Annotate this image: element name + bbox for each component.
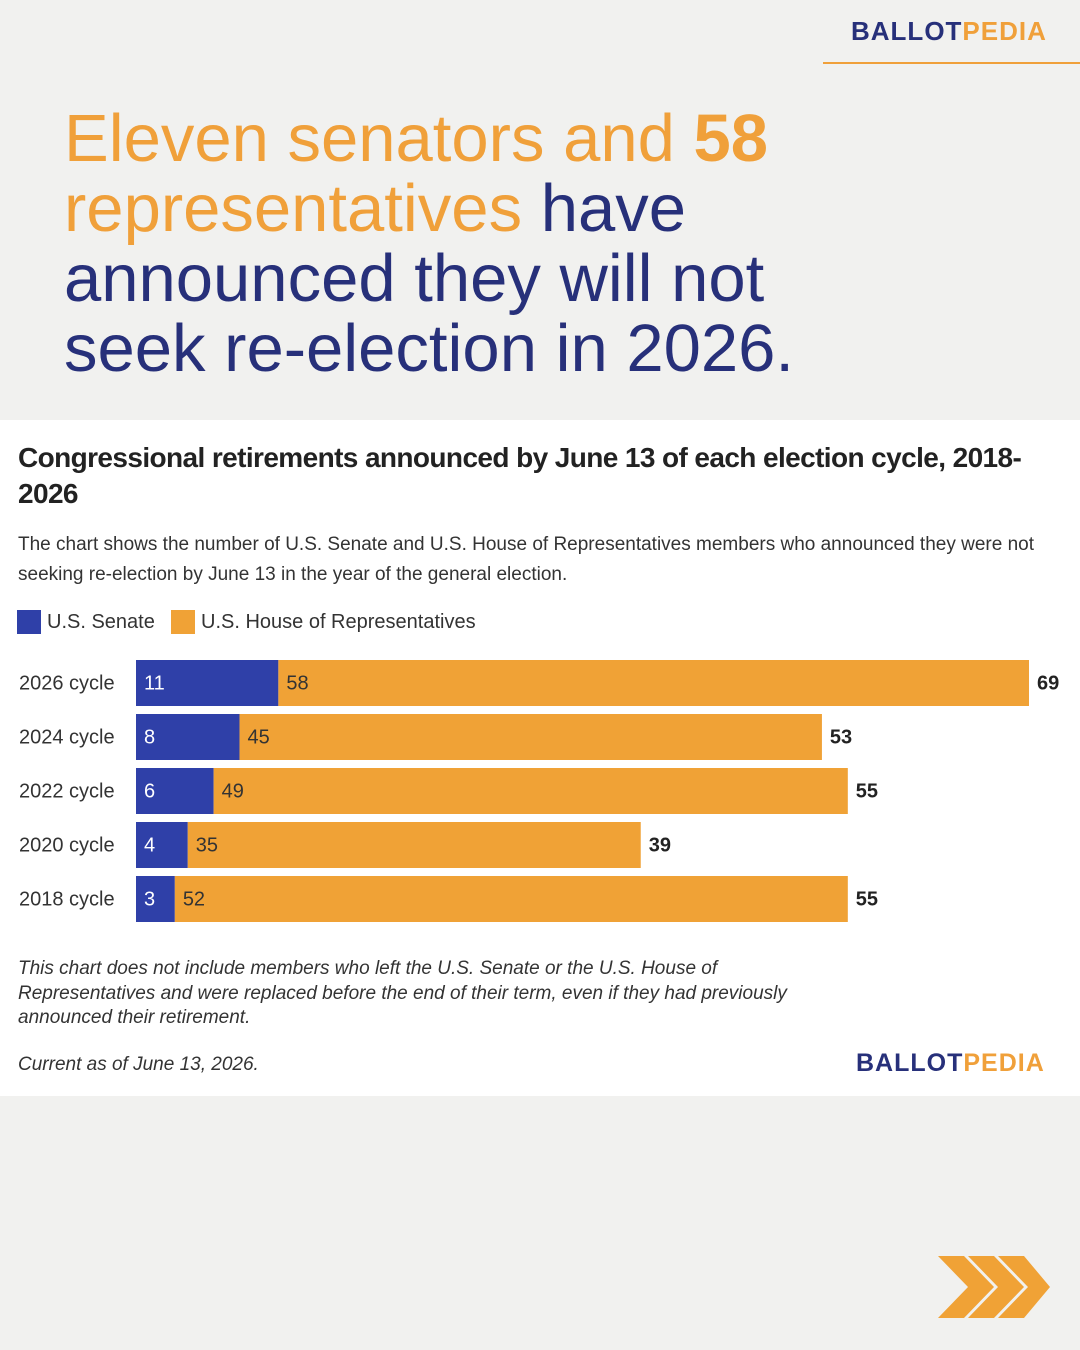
value-label: 3 [144,888,155,910]
legend-label: U.S. House of Representatives [201,610,476,633]
bar-segment [136,876,175,922]
value-label: 35 [196,834,218,856]
legend-label: U.S. Senate [47,610,155,633]
bar-segment [174,876,848,922]
chevrons [938,1256,1050,1318]
total-label: 55 [856,780,878,802]
logo-rule [823,62,1080,64]
headline: Eleven senators and 58 representatives h… [64,104,924,384]
legend-swatch [17,610,41,634]
bar-segment [136,660,279,706]
headline-part: Eleven senators and [64,101,675,176]
value-label: 8 [144,726,155,748]
total-label: 55 [856,888,878,910]
legend-swatch [171,610,195,634]
bar-segment [239,714,822,760]
category-label: 2018 cycle [19,888,115,910]
headline-number: 58 [693,101,769,176]
value-label: 52 [183,888,205,910]
legend-item: U.S. Senate [17,610,155,634]
logo-ballot: BALLOT [851,16,963,46]
total-label: 53 [830,726,852,748]
category-label: 2022 cycle [19,780,115,802]
value-label: 49 [222,780,244,802]
total-label: 39 [649,834,671,856]
logo-pedia: PEDIA [962,16,1047,46]
bar-segment [213,768,848,814]
headline-part: have announced they will not seek re-ele… [64,171,794,386]
bar-segment [278,660,1029,706]
value-label: 11 [144,672,165,694]
date-note: Current as of June 13, 2026. [18,1054,259,1075]
value-label: 6 [144,780,155,802]
value-label: 58 [286,672,308,694]
logo-ballot: BALLOT [856,1049,964,1077]
category-label: 2026 cycle [19,672,115,694]
chart-title: Congressional retirements announced by J… [18,442,1022,509]
logo-bottom: BALLOTPEDIA [856,1049,1045,1078]
total-label: 69 [1037,672,1059,694]
logo-top: BALLOTPEDIA [851,16,1047,47]
logo-pedia: PEDIA [963,1049,1045,1077]
chart-note: This chart does not include members who … [18,958,787,1028]
bar-segment [136,822,188,868]
bar-segment [136,768,214,814]
category-label: 2024 cycle [19,726,115,748]
value-label: 45 [248,726,270,748]
chart-subtitle: The chart shows the number of U.S. Senat… [18,534,1034,585]
bar-segment [187,822,641,868]
next-arrows[interactable] [930,1250,1060,1325]
value-label: 4 [144,834,155,856]
legend-item: U.S. House of Representatives [171,610,476,634]
headline-part: representatives [64,171,523,246]
category-label: 2020 cycle [19,834,115,856]
bar-segment [136,714,240,760]
